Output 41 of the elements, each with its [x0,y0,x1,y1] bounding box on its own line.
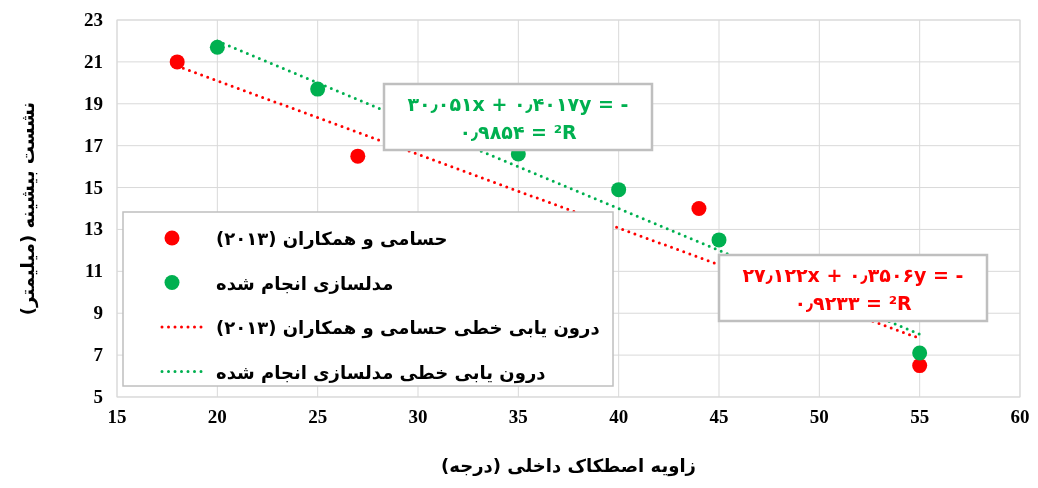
legend-label: درون یابی خطی مدلسازی انجام شده [216,361,546,384]
y-axis-title: نشست بیشینه (میلیمتر) [17,101,39,316]
annotation: ۲۷٫۱۲۲x + ۰٫۳۵۰۶y = - ۰٫۹۲۳۳ = ²R [717,253,989,323]
x-tick-label: 55 [910,406,930,427]
y-tick-label: 17 [84,134,104,156]
y-tick-label: 21 [84,50,103,72]
x-tick-label: 15 [107,406,127,427]
point [310,81,326,97]
point [912,358,928,374]
annotation: ۲۷٫۱۲۲x + ۰٫۳۵۰۶y = - [742,264,964,286]
x-tick-label: 30 [408,406,428,427]
legend-label: حسامی و همکاران (۲۰۱۳) [216,228,448,250]
x-tick-label: 60 [1010,406,1030,427]
x-tick-label: 25 [308,406,328,427]
point [169,54,185,70]
legend-label: درون یابی خطی حسامی و همکاران (۲۰۱۳) [216,317,600,339]
y-tick-label: 11 [85,260,103,282]
point [209,39,225,55]
y-tick-label: 9 [93,302,103,324]
point [691,201,707,216]
y-tick-label: 23 [84,9,103,30]
point [711,232,727,248]
y-tick-label: 15 [84,176,103,198]
x-tick-label: 45 [709,406,729,427]
x-tick-label: 50 [809,406,829,427]
legend-label: مدلسازی انجام شده [216,272,394,294]
annotation: ۰٫۹۲۳۳ = ²R [794,292,912,314]
y-tick-label: 7 [93,344,104,366]
y-tick-label: 19 [84,92,103,114]
annotation: ۳۰٫۰۵۱x + ۰٫۴۰۱۷y = - [407,93,629,115]
x-axis-title: زاویه اصطکاک داخلی (درجه) [441,455,696,477]
y-tick-label: 5 [93,386,103,407]
y-tick-label: 13 [84,218,103,240]
point [912,345,928,361]
x-tick-label: 40 [609,406,629,427]
annotation: ۰٫۹۸۵۴ = ²R [459,121,577,143]
annotation: ۳۰٫۰۵۱x + ۰٫۴۰۱۷y = - ۰٫۹۸۵۴ = ²R [382,82,654,152]
x-tick-label: 35 [508,406,528,427]
x-tick-label: 20 [207,406,227,427]
point [350,148,366,164]
point [611,182,627,198]
